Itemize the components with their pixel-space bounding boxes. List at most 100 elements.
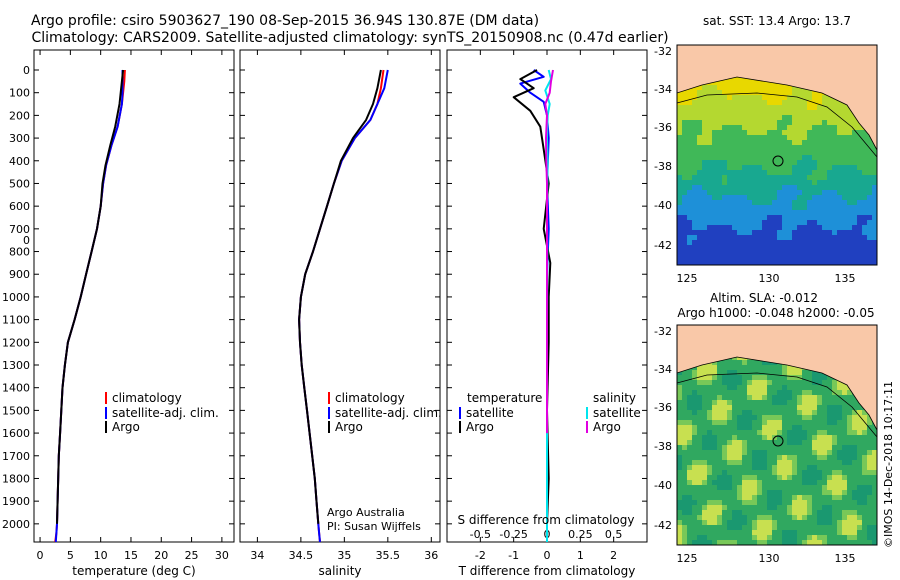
map-cell [677,145,683,151]
map-cell [817,175,823,181]
map-cell [787,170,793,176]
map-cell [862,410,868,416]
map-cell [872,505,878,511]
y-tick-label: 1500 [2,404,30,417]
map-cell [857,235,863,241]
map-cell [832,230,838,236]
map-cell [847,535,853,541]
map-cell [797,260,803,266]
map-cell [762,405,768,411]
map-cell [852,175,858,181]
map-cell [812,485,818,491]
map-cell [732,175,738,181]
map-cell [867,165,873,171]
map-frame [676,324,878,546]
map-cell [797,220,803,226]
map-cell [807,225,813,231]
map-cell [742,165,748,171]
map-cell [832,155,838,161]
y-tick-label: 200 [9,109,30,122]
map-cell [697,190,703,196]
map-cell [737,460,743,466]
map-cell [722,420,728,426]
map-cell [722,495,728,501]
map-cell [817,130,823,136]
map-cell [832,395,838,401]
map-cell [802,105,808,111]
map-cell [747,530,753,536]
map-cell [807,205,813,211]
map-cell [817,160,823,166]
map-cell [857,425,863,431]
map-cell [717,245,723,251]
map-cell [752,140,758,146]
map-cell [847,435,853,441]
map-cell [842,430,848,436]
map-cell [747,175,753,181]
map-cell [812,510,818,516]
map-cell [762,400,768,406]
map-cell [727,135,733,141]
map-cell [817,390,823,396]
map-cell [792,115,798,121]
map-cell [722,360,728,366]
map-cell [827,95,833,101]
map-cell [717,115,723,121]
map-cell [822,525,828,531]
map-cell [852,410,858,416]
map-cell [777,115,783,121]
map-cell [697,205,703,211]
map-cell [772,410,778,416]
map-cell [842,115,848,121]
map-cell [737,145,743,151]
map-cell [842,150,848,156]
map-cell [762,360,768,366]
map-cell [702,415,708,421]
map-cell [792,180,798,186]
map-cell [767,455,773,461]
map-cell [792,475,798,481]
map-cell [762,365,768,371]
map-cell [752,480,758,486]
map-cell [797,245,803,251]
map-cell [762,115,768,121]
map-cell [832,505,838,511]
map-cell [742,425,748,431]
map-cell [817,470,823,476]
map-cell [737,225,743,231]
map-cell [757,170,763,176]
map-cell [837,260,843,266]
map-cell [762,440,768,446]
map-cell [757,435,763,441]
map-cell [837,235,843,241]
map-cell [822,210,828,216]
legend-label-satellite: satellite-adj. clim. [112,406,219,420]
map-cell [822,530,828,536]
depth-contour [676,92,878,158]
map-cell [852,425,858,431]
map-cell [737,530,743,536]
map-cell [717,100,723,106]
map-cell [702,375,708,381]
map-cell [812,190,818,196]
map-cell [772,185,778,191]
map-cell [797,105,803,111]
map-cell [847,115,853,121]
map-cell [862,210,868,216]
map-cell [822,455,828,461]
map-cell [777,530,783,536]
map-cell [872,165,878,171]
map-cell [822,200,828,206]
map-cell [722,480,728,486]
map-cell [832,250,838,256]
map-cell [787,425,793,431]
map-cell [862,460,868,466]
map-cell [692,230,698,236]
map-cell [697,180,703,186]
map-cell [727,365,733,371]
map-cell [717,155,723,161]
map-cell [852,230,858,236]
map-cell [682,240,688,246]
map-cell [772,210,778,216]
map-cell [732,145,738,151]
